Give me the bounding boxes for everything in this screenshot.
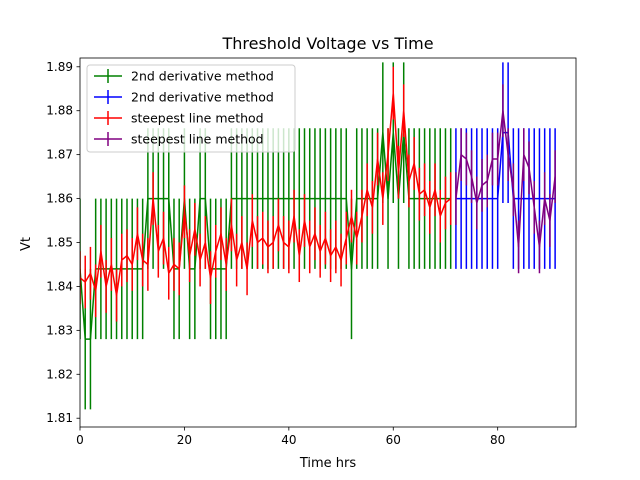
y-axis-label: Vt [19,237,34,251]
y-tick-label: 1.84 [46,279,73,293]
legend-label: steepest line method [131,111,264,126]
series-line [455,109,556,248]
x-tick-label: 80 [490,433,505,447]
legend: 2nd derivative method 2nd derivative meth… [86,64,296,153]
x-axis-label: Time hrs [299,456,357,471]
chart-title: Threshold Voltage vs Time [221,34,433,53]
x-tick-label: 20 [177,433,192,447]
y-tick-label: 1.81 [46,411,73,425]
legend-box [86,64,296,153]
x-tick-label: 0 [76,433,84,447]
x-tick-label: 40 [281,433,296,447]
axes: 0 20 40 60 80 1.81 1.82 1.83 1.84 1.85 1.86 1.87 1.8… [46,57,577,447]
series-2 [80,66,452,322]
legend-label: 2nd derivative method [131,69,274,84]
y-tick-label: 1.83 [46,323,73,337]
y-tick-label: 1.86 [46,192,73,206]
series-line [80,92,452,296]
series-line [80,131,451,340]
series-line [455,131,556,200]
y-tick-label: 1.88 [46,104,73,118]
y-tick-label: 1.82 [46,367,73,381]
legend-label: steepest line method [131,132,264,147]
x-tick-label: 60 [386,433,401,447]
series-3 [455,84,556,274]
y-tick-label: 1.85 [46,236,73,250]
y-tick-label: 1.89 [46,60,73,74]
legend-label: 2nd derivative method [131,90,274,105]
y-tick-label: 1.87 [46,148,73,162]
